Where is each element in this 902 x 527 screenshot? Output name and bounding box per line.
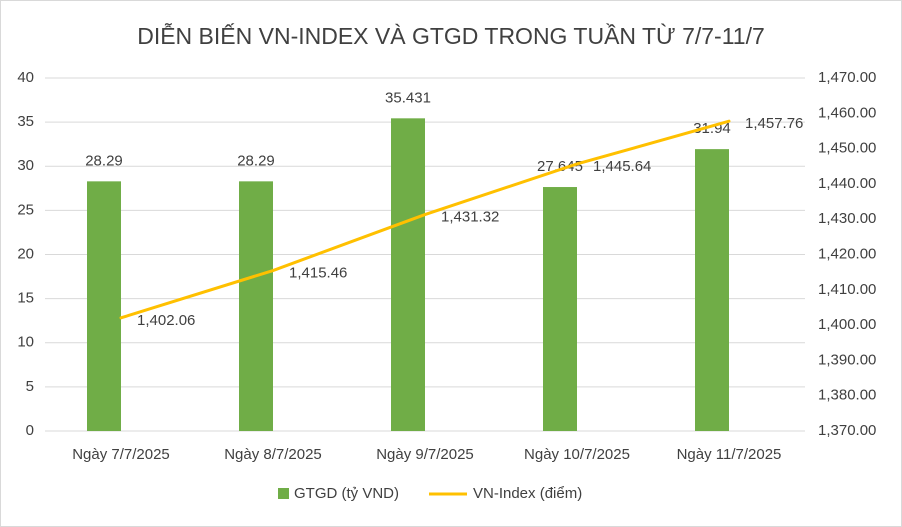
y-tick-label: 10 [17, 334, 34, 351]
y-tick-label: 35 [17, 113, 34, 130]
bar [391, 118, 425, 432]
line-value-label: 1,415.46 [289, 264, 347, 281]
legend-label: VN-Index (điểm) [473, 485, 582, 502]
y2-tick-label: 1,400.00 [818, 316, 876, 333]
y2-tick-label: 1,450.00 [818, 140, 876, 157]
y-tick-label: 0 [26, 422, 34, 439]
y-tick-label: 30 [17, 157, 34, 174]
legend-label: GTGD (tỷ VND) [294, 485, 399, 502]
bar [543, 187, 577, 431]
x-tick-label: Ngày 9/7/2025 [376, 446, 474, 463]
y-tick-label: 40 [17, 69, 34, 86]
line-value-label: 1,402.06 [137, 312, 195, 329]
x-tick-label: Ngày 8/7/2025 [224, 446, 322, 463]
x-tick-label: Ngày 11/7/2025 [677, 446, 782, 463]
line-value-label: 1,445.64 [593, 158, 651, 175]
line-value-label: 1,431.32 [441, 209, 499, 226]
line [119, 119, 731, 320]
y2-tick-label: 1,370.00 [818, 422, 876, 439]
x-tick-label: Ngày 10/7/2025 [524, 446, 630, 463]
bar [87, 181, 121, 431]
y2-tick-label: 1,390.00 [818, 351, 876, 368]
y2-tick-label: 1,420.00 [818, 245, 876, 262]
y2-tick-label: 1,460.00 [818, 104, 876, 121]
bar [239, 181, 273, 431]
y-tick-label: 5 [26, 378, 34, 395]
y-tick-label: 15 [17, 290, 34, 307]
chart-title: DIỄN BIẾN VN-INDEX VÀ GTGD TRONG TUẦN TỪ… [137, 21, 765, 49]
y2-tick-label: 1,430.00 [818, 210, 876, 227]
y-tick-label: 20 [17, 245, 34, 262]
y2-tick-label: 1,440.00 [818, 175, 876, 192]
line-value-label: 1,457.76 [745, 115, 803, 132]
y2-tick-label: 1,380.00 [818, 387, 876, 404]
x-tick-label: Ngày 7/7/2025 [72, 446, 170, 463]
bar-value-label: 27.645 [537, 158, 583, 175]
bar-value-label: 28.29 [85, 152, 123, 169]
bar-value-label: 28.29 [237, 152, 275, 169]
y-tick-label: 25 [17, 201, 34, 218]
y2-tick-label: 1,470.00 [818, 69, 876, 86]
legend-swatch [278, 488, 289, 499]
bar-value-label: 35.431 [385, 89, 431, 106]
y2-tick-label: 1,410.00 [818, 281, 876, 298]
bar [695, 149, 729, 431]
